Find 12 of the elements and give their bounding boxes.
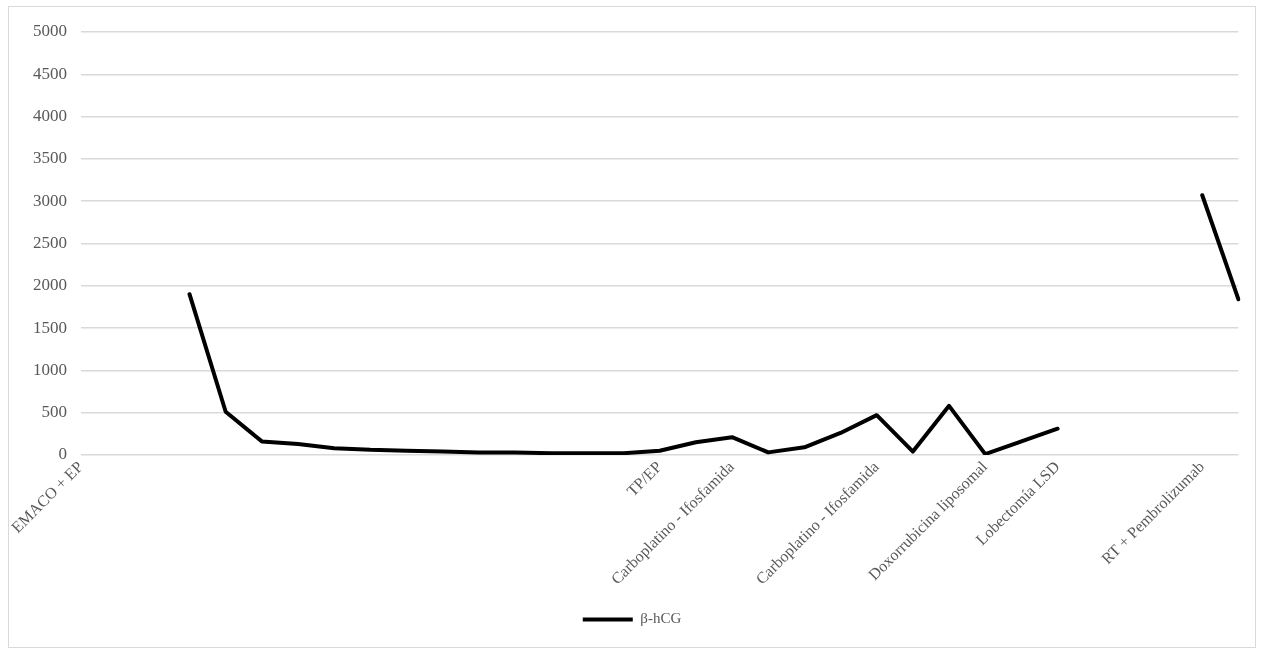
y-tick-label: 500 xyxy=(41,402,67,422)
y-tick-label: 2500 xyxy=(33,232,67,252)
y-tick-label: 3000 xyxy=(33,190,67,210)
y-tick-label: 2000 xyxy=(33,275,67,295)
y-tick-label: 4000 xyxy=(33,106,67,126)
y-tick-label: 1500 xyxy=(33,317,67,337)
y-tick-label: 1000 xyxy=(33,359,67,379)
y-tick-label: 3500 xyxy=(33,148,67,168)
y-tick-label: 5000 xyxy=(33,21,67,41)
y-tick-label: 4500 xyxy=(33,63,67,83)
y-tick-label: 0 xyxy=(58,444,67,464)
legend-label: β-hCG xyxy=(640,610,682,627)
